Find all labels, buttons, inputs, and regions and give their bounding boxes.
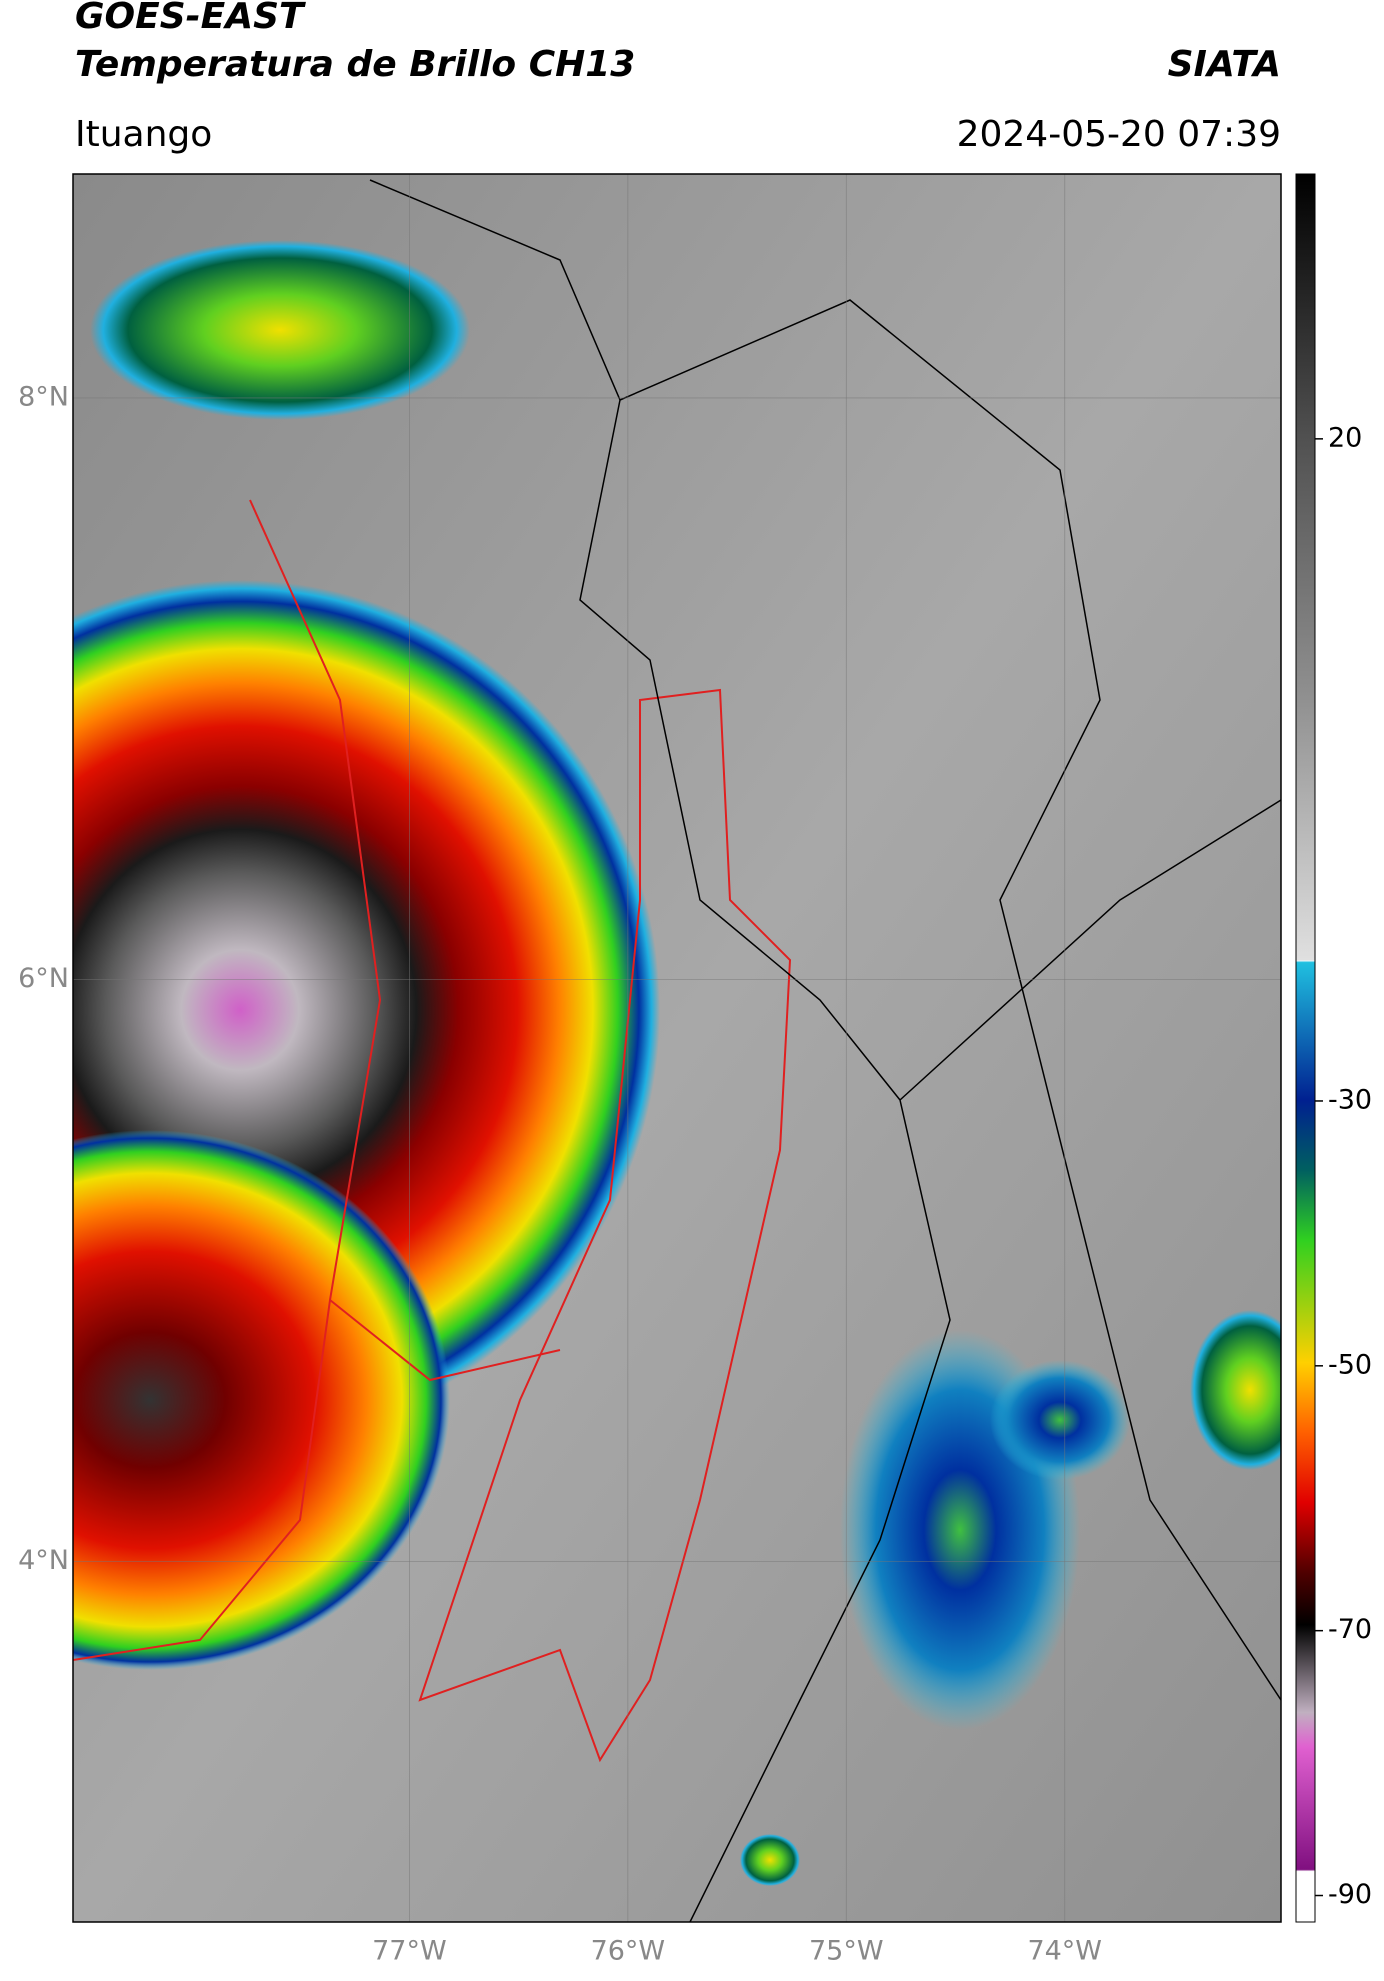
colorbar: [1295, 173, 1316, 1923]
location: Ituango: [75, 114, 212, 155]
lon-tick-label: 74°W: [1027, 1936, 1102, 1967]
colorbar-tick-label: 20: [1328, 422, 1362, 453]
datetime: 2024-05-20 07:39: [957, 114, 1281, 155]
colorbar-tick-label: -30: [1328, 1084, 1372, 1115]
lat-tick-label: 4°N: [18, 1545, 69, 1576]
lon-tick-label: 75°W: [809, 1936, 884, 1967]
source: SIATA: [1168, 44, 1281, 85]
colorbar-tick-label: -70: [1328, 1614, 1372, 1645]
lat-tick-label: 8°N: [18, 381, 69, 412]
subtitle: Temperatura de Brillo CH13: [75, 44, 635, 85]
lon-tick-label: 77°W: [372, 1936, 447, 1967]
colorbar-tick-label: -50: [1328, 1349, 1372, 1380]
title: GOES-EAST: [75, 0, 306, 37]
map-frame: [72, 173, 1282, 1923]
lat-tick-label: 6°N: [18, 963, 69, 994]
lon-tick-label: 76°W: [591, 1936, 666, 1967]
map-imagery: [73, 174, 1281, 1922]
colorbar-tick-label: -90: [1328, 1879, 1372, 1910]
